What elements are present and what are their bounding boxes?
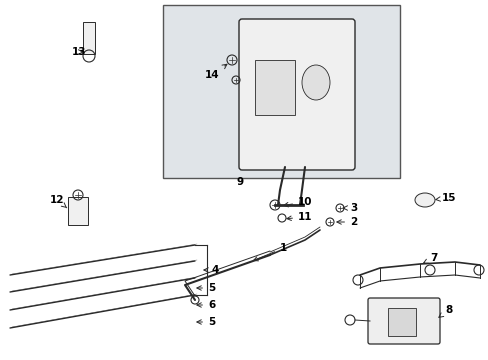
Ellipse shape: [302, 65, 329, 100]
Bar: [163, 5, 399, 178]
Text: 8: 8: [438, 305, 451, 318]
Text: 6: 6: [197, 300, 215, 310]
Text: 1: 1: [253, 243, 286, 261]
Ellipse shape: [414, 193, 434, 207]
Text: 7: 7: [423, 253, 436, 263]
Text: 5: 5: [197, 283, 215, 293]
Bar: [387, 308, 415, 336]
Text: 3: 3: [343, 203, 357, 213]
Text: 5: 5: [197, 317, 215, 327]
Text: 14: 14: [204, 64, 226, 80]
Text: 13: 13: [72, 47, 86, 57]
Text: 2: 2: [336, 217, 357, 227]
Bar: [83, 22, 95, 54]
Text: 4: 4: [203, 265, 219, 275]
Bar: [68, 197, 88, 225]
Text: 15: 15: [435, 193, 456, 203]
Text: 9: 9: [236, 177, 243, 187]
Text: 11: 11: [286, 212, 312, 222]
Text: 12: 12: [50, 195, 67, 208]
Text: 10: 10: [283, 197, 312, 207]
FancyBboxPatch shape: [239, 19, 354, 170]
Bar: [254, 60, 294, 115]
FancyBboxPatch shape: [367, 298, 439, 344]
